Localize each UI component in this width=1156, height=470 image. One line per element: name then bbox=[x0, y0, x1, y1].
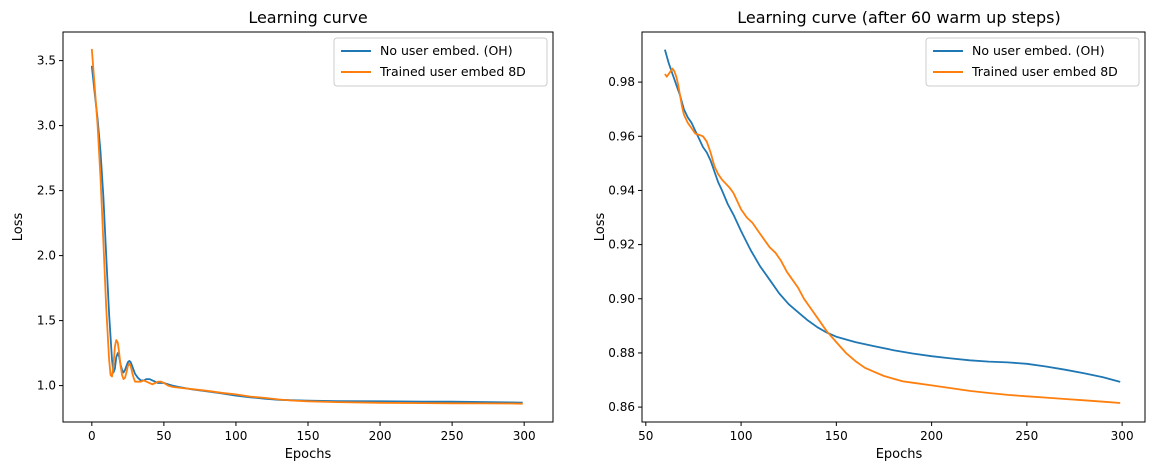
right-x-tick-label: 300 bbox=[1111, 429, 1134, 443]
left-x-tick-label: 100 bbox=[224, 429, 247, 443]
right-series-line-1 bbox=[664, 67, 1121, 404]
left-plot-frame bbox=[62, 31, 554, 423]
right-y-axis-label: Loss bbox=[593, 213, 608, 242]
left-series-line-0 bbox=[90, 65, 523, 404]
left-y-tick-label: 3.0 bbox=[37, 119, 56, 133]
left-legend-label-0: No user embed. (OH) bbox=[380, 43, 513, 58]
right-legend-label-0: No user embed. (OH) bbox=[972, 43, 1105, 58]
left-chart-title: Learning curve bbox=[248, 8, 367, 27]
left-legend-label-1: Trained user embed 8D bbox=[379, 64, 526, 79]
left-x-tick-label: 300 bbox=[513, 429, 536, 443]
right-chart-panel: Learning curve (after 60 warm up steps) … bbox=[593, 8, 1146, 462]
right-legend: No user embed. (OH) Trained user embed 8… bbox=[925, 37, 1140, 87]
left-x-tick-label: 50 bbox=[156, 429, 171, 443]
right-y-tick-label: 0.90 bbox=[608, 292, 635, 306]
right-y-tick-label: 0.92 bbox=[608, 238, 635, 252]
left-x-tick-label: 150 bbox=[297, 429, 320, 443]
right-y-tick-label: 0.88 bbox=[608, 346, 635, 360]
left-chart-panel: Learning curve Epochs Loss 0 50 100 150 200 2… bbox=[11, 8, 554, 462]
left-y-tick-label: 3.5 bbox=[37, 54, 56, 68]
left-lines bbox=[90, 48, 523, 405]
left-y-tick-label: 2.5 bbox=[37, 184, 56, 198]
right-x-tick-label: 150 bbox=[825, 429, 848, 443]
left-x-tick-label: 250 bbox=[441, 429, 464, 443]
left-series-line-1 bbox=[90, 48, 523, 405]
left-y-axis-label: Loss bbox=[11, 213, 26, 242]
right-legend-box bbox=[925, 37, 1140, 87]
right-x-tick-label: 100 bbox=[730, 429, 753, 443]
right-x-tick-label: 50 bbox=[638, 429, 653, 443]
right-ticks: 50 100 150 200 250 300 0.86 0.88 0.90 0.92 0.94 0.9… bbox=[608, 75, 1133, 443]
left-legend: No user embed. (OH) Trained user embed 8… bbox=[333, 37, 548, 87]
right-y-tick-label: 0.94 bbox=[608, 183, 635, 197]
left-y-tick-label: 1.0 bbox=[37, 379, 56, 393]
right-plot-frame bbox=[641, 31, 1146, 423]
left-y-tick-label: 2.0 bbox=[37, 249, 56, 263]
right-series-line-0 bbox=[664, 49, 1121, 383]
left-ticks: 0 50 100 150 200 250 300 1.0 1.5 2.0 2.5 3.0 3.5 bbox=[37, 54, 536, 443]
right-lines bbox=[664, 49, 1121, 404]
right-y-tick-label: 0.98 bbox=[608, 75, 635, 89]
left-x-axis-label: Epochs bbox=[285, 447, 332, 462]
right-x-tick-label: 250 bbox=[1015, 429, 1038, 443]
left-x-tick-label: 0 bbox=[88, 429, 96, 443]
left-legend-box bbox=[333, 37, 548, 87]
right-y-tick-label: 0.86 bbox=[608, 400, 635, 414]
right-y-tick-label: 0.96 bbox=[608, 129, 635, 143]
right-chart-title: Learning curve (after 60 warm up steps) bbox=[737, 8, 1061, 27]
left-y-tick-label: 1.5 bbox=[37, 314, 56, 328]
right-x-axis-label: Epochs bbox=[876, 447, 923, 462]
right-x-tick-label: 200 bbox=[920, 429, 943, 443]
left-x-tick-label: 200 bbox=[369, 429, 392, 443]
right-legend-label-1: Trained user embed 8D bbox=[971, 64, 1118, 79]
